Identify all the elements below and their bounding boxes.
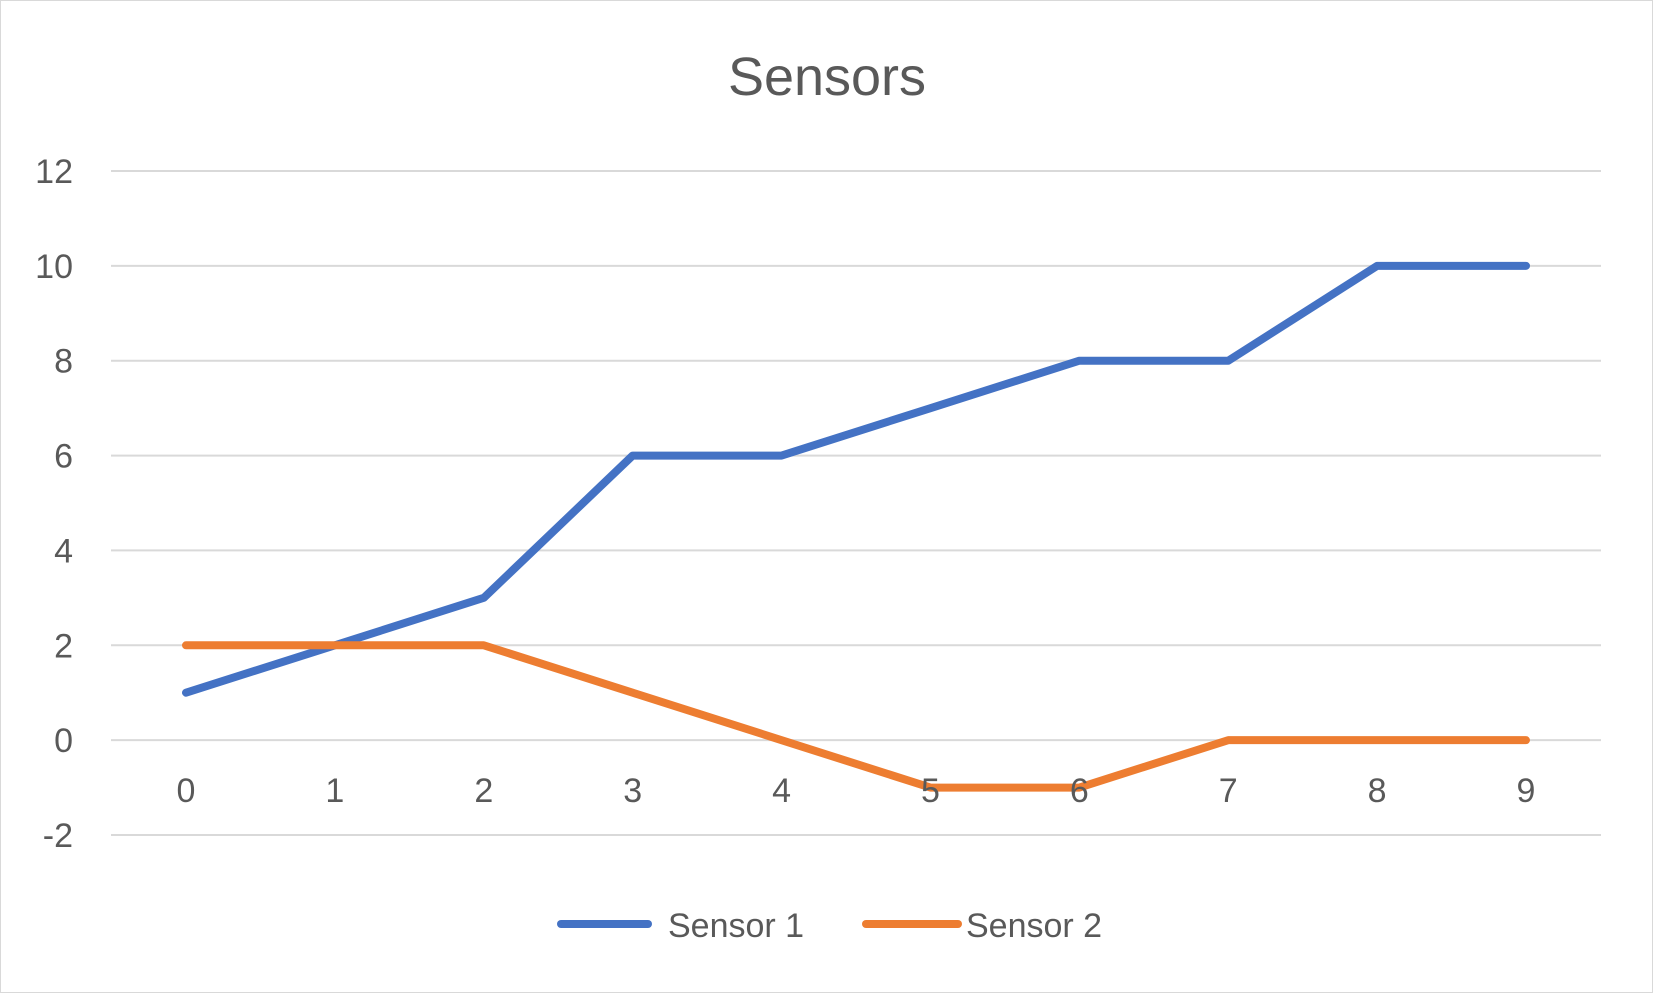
x-tick-label: 5	[921, 772, 940, 810]
data-point-sensor-1-4	[778, 452, 786, 460]
y-tick-label: 10	[35, 248, 73, 286]
data-point-sensor-2-1	[331, 641, 339, 649]
x-tick-label: 7	[1219, 772, 1238, 810]
data-point-sensor-1-7	[1224, 357, 1232, 365]
legend-label: Sensor 1	[668, 907, 804, 945]
x-tick-label: 3	[623, 772, 642, 810]
x-tick-label: 6	[1070, 772, 1089, 810]
series-line-sensor-1	[182, 261, 1530, 697]
data-point-sensor-2-2	[480, 641, 488, 649]
data-point-sensor-2-3	[629, 689, 637, 697]
y-tick-label: 8	[54, 343, 73, 381]
y-tick-label: -2	[43, 817, 73, 855]
data-point-sensor-2-0	[182, 641, 190, 649]
x-tick-label: 2	[474, 772, 493, 810]
x-tick-label: 8	[1368, 772, 1387, 810]
data-point-sensor-1-8	[1373, 262, 1381, 270]
data-point-sensor-1-3	[629, 452, 637, 460]
y-tick-label: 2	[54, 627, 73, 665]
y-tick-label: 4	[54, 532, 73, 570]
y-axis-tick-labels: -2 0 2 4 6 8 10 12	[35, 153, 73, 855]
legend: Sensor 1 Sensor 2	[557, 907, 1102, 945]
series-lines	[182, 261, 1530, 792]
x-tick-label: 1	[325, 772, 344, 810]
data-point-sensor-1-2	[480, 594, 488, 602]
y-tick-label: 12	[35, 153, 73, 191]
data-point-sensor-1-5	[926, 404, 934, 412]
data-point-sensor-1-9	[1522, 262, 1530, 270]
data-point-sensor-2-9	[1522, 736, 1530, 744]
gridlines	[111, 170, 1601, 836]
legend-label: Sensor 2	[966, 907, 1102, 945]
legend-item-sensor-1: Sensor 1	[557, 907, 804, 945]
legend-item-sensor-2: Sensor 2	[862, 907, 1102, 945]
chart-title: Sensors	[728, 47, 926, 107]
x-tick-label: 9	[1517, 772, 1536, 810]
x-axis-tick-labels: 0 1 2 3 4 5 6 7 8 9	[177, 772, 1536, 810]
x-tick-label: 0	[177, 772, 196, 810]
data-point-sensor-2-8	[1373, 736, 1381, 744]
data-point-sensor-1-0	[182, 689, 190, 697]
series-line-sensor-2	[182, 641, 1530, 792]
y-tick-label: 0	[54, 722, 73, 760]
data-point-sensor-2-4	[778, 736, 786, 744]
data-point-sensor-2-7	[1224, 736, 1232, 744]
y-tick-label: 6	[54, 438, 73, 476]
x-tick-label: 4	[772, 772, 791, 810]
data-point-sensor-1-6	[1075, 357, 1083, 365]
